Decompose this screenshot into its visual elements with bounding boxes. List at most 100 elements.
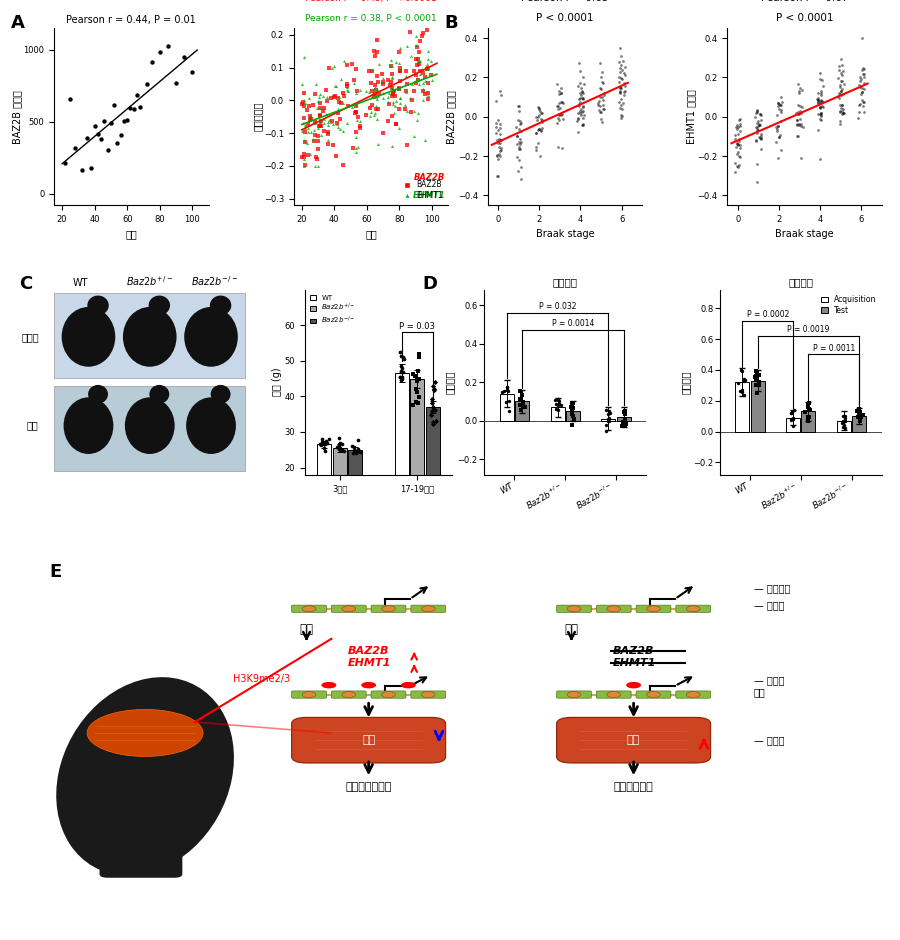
Point [301, 120, 315, 135]
Ellipse shape [149, 384, 169, 403]
Point [393, 73, 408, 88]
Point [574, 102, 589, 117]
Point [729, 147, 743, 162]
Point [549, 401, 563, 416]
Point [734, 363, 749, 378]
Point [297, 159, 311, 174]
Point [771, 97, 786, 112]
Point [314, 114, 328, 129]
Point [310, 133, 325, 149]
Point [772, 130, 787, 145]
Point [851, 77, 866, 92]
Point [855, 67, 869, 82]
Point [320, 436, 334, 451]
Point [833, 66, 848, 81]
Text: P < 0.0001: P < 0.0001 [536, 13, 594, 23]
Point [801, 400, 815, 415]
Point [733, 140, 747, 155]
Point [855, 80, 869, 95]
Text: P < 0.0001: P < 0.0001 [776, 13, 833, 23]
Point [836, 106, 850, 121]
Point [372, 86, 386, 102]
Point [851, 401, 866, 416]
Point [566, 412, 580, 427]
Circle shape [421, 692, 435, 697]
Point [595, 89, 609, 104]
Point [612, 60, 626, 75]
Point [617, 78, 632, 93]
Point [555, 111, 570, 126]
Point [427, 383, 441, 398]
Point [814, 92, 828, 107]
FancyBboxPatch shape [556, 605, 591, 612]
Point [426, 416, 440, 431]
Point [339, 80, 354, 95]
Point [400, 103, 414, 118]
Point [87, 118, 102, 133]
Point [419, 56, 434, 71]
Point [326, 117, 340, 132]
Point [534, 122, 548, 137]
Text: BAZ2B: BAZ2B [613, 647, 654, 656]
Point [393, 345, 408, 360]
Point [133, 100, 148, 115]
Point [426, 415, 440, 430]
Point [411, 52, 426, 67]
Point [810, 95, 824, 110]
FancyBboxPatch shape [676, 691, 711, 698]
Bar [837, 421, 850, 431]
Point [310, 128, 325, 143]
Point [318, 435, 332, 450]
Text: Pearson r = 0.63: Pearson r = 0.63 [521, 0, 608, 4]
Point [425, 9, 439, 24]
Point [107, 98, 122, 113]
Point [510, 149, 525, 164]
Text: 衰老: 衰老 [564, 623, 579, 636]
Point [297, 86, 311, 101]
Point [297, 133, 311, 148]
Point [416, 66, 430, 81]
Bar [751, 381, 765, 431]
Point [300, 102, 314, 118]
Point [833, 117, 848, 132]
Point [409, 52, 423, 67]
Point [394, 361, 409, 376]
Point [615, 71, 629, 86]
Point [535, 105, 549, 120]
Point [838, 410, 852, 425]
Circle shape [302, 692, 316, 697]
Point [297, 111, 311, 126]
Point [381, 72, 395, 87]
Point [348, 444, 363, 459]
Point [367, 44, 382, 59]
Point [728, 156, 742, 171]
Point [748, 109, 762, 124]
FancyBboxPatch shape [597, 605, 631, 612]
Point [333, 121, 347, 136]
Point [728, 131, 742, 146]
Point [752, 375, 767, 390]
Point [593, 55, 608, 70]
Point [855, 30, 869, 45]
Point [784, 406, 798, 421]
Point [392, 90, 407, 105]
Point [857, 75, 871, 90]
Point [534, 105, 548, 120]
Point [500, 394, 514, 409]
Point [366, 90, 381, 105]
Point [814, 112, 828, 127]
Point [836, 419, 850, 434]
Point [614, 98, 628, 113]
Point [421, 86, 436, 101]
Point [304, 125, 319, 140]
Point [416, 76, 430, 91]
Point [298, 157, 312, 172]
Point [389, 93, 403, 108]
Point [97, 113, 112, 128]
Point [814, 106, 828, 121]
Point [308, 127, 322, 142]
Point [371, 74, 385, 89]
Point [368, 49, 382, 64]
Point [367, 44, 382, 59]
Point [600, 406, 615, 421]
